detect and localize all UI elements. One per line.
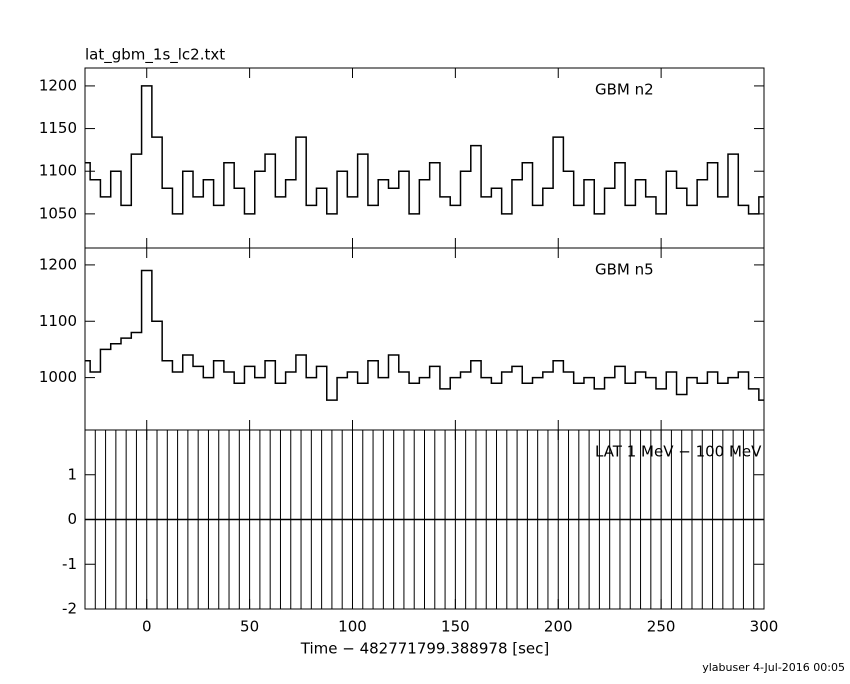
light-curve bbox=[85, 85, 764, 215]
y-tick-label: 1000 bbox=[39, 368, 77, 386]
y-tick-label: 1200 bbox=[39, 76, 77, 94]
light-curve bbox=[85, 269, 764, 401]
y-tick-label: 0 bbox=[67, 510, 77, 528]
y-tick-label: 1200 bbox=[39, 255, 77, 273]
x-tick-label: 300 bbox=[750, 618, 779, 636]
panel-frame bbox=[84, 247, 765, 431]
panel bbox=[85, 85, 764, 215]
x-tick-label: 150 bbox=[441, 618, 470, 636]
y-tick-label: 1100 bbox=[39, 162, 77, 180]
y-tick-label: -1 bbox=[62, 555, 77, 573]
chart-title: lat_gbm_1s_lc2.txt bbox=[85, 46, 225, 65]
x-tick-label: 200 bbox=[544, 618, 573, 636]
panel bbox=[85, 430, 764, 609]
y-tick-label: -2 bbox=[62, 600, 77, 618]
x-axis-label: Time − 482771799.388978 [sec] bbox=[300, 640, 550, 658]
x-tick-label: 0 bbox=[142, 618, 152, 636]
panel-frame bbox=[84, 67, 765, 249]
panel-label: LAT 1 MeV − 100 MeV bbox=[595, 443, 762, 461]
y-tick-label: 1100 bbox=[39, 312, 77, 330]
y-tick-label: 1050 bbox=[39, 204, 77, 222]
panel-label: GBM n2 bbox=[595, 81, 654, 99]
footer: ylabuser 4-Jul-2016 00:05 bbox=[702, 661, 845, 674]
panel-frame bbox=[84, 429, 765, 610]
y-tick-label: 1 bbox=[67, 465, 77, 483]
x-tick-label: 100 bbox=[338, 618, 367, 636]
y-tick-label: 1150 bbox=[39, 119, 77, 137]
x-tick-label: 250 bbox=[647, 618, 676, 636]
x-tick-label: 50 bbox=[240, 618, 259, 636]
panel-label: GBM n5 bbox=[595, 261, 654, 279]
panel bbox=[85, 269, 764, 401]
